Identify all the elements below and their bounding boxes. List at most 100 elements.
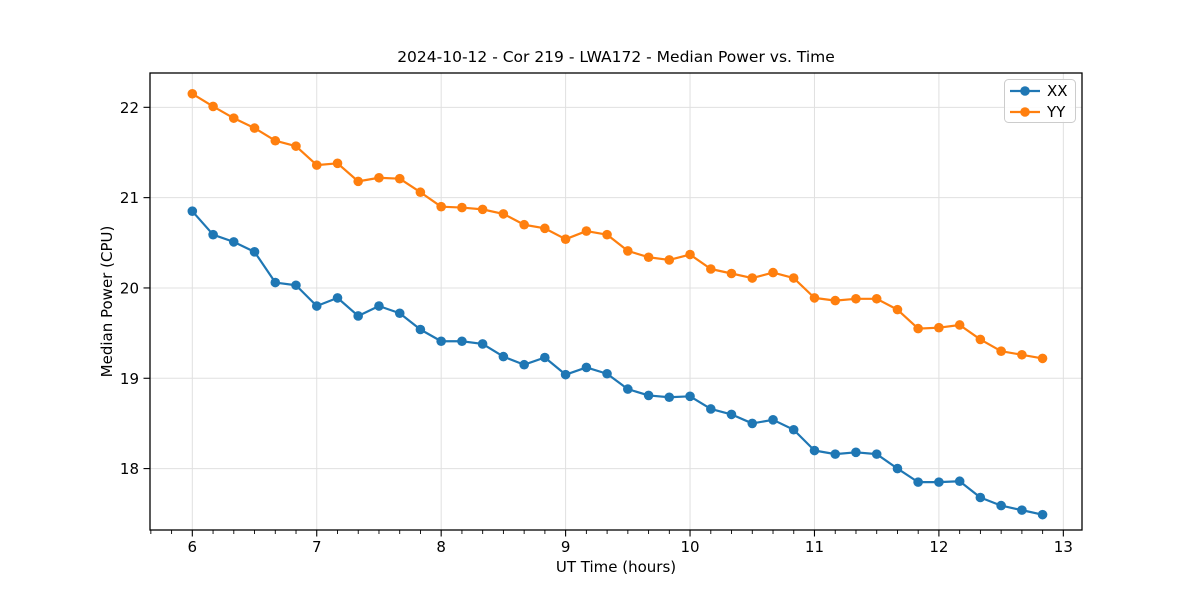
series-yy-marker [871, 293, 882, 304]
series-xx-marker [726, 409, 737, 420]
series-xx-marker [332, 293, 343, 303]
series-xx-marker [871, 449, 882, 459]
series-yy-marker [374, 172, 384, 183]
series-xx-marker [519, 359, 529, 370]
series-yy-marker [954, 320, 965, 330]
legend-label-yy: YY [1046, 103, 1066, 121]
x-tick-label: 9 [561, 538, 571, 556]
series-yy-marker [706, 264, 716, 274]
series-yy-marker [353, 176, 363, 187]
series-xx-marker [747, 418, 758, 429]
y-tick-label: 18 [120, 460, 139, 478]
series-yy-marker [830, 295, 841, 306]
series-xx-marker [788, 424, 799, 435]
series-yy-marker [1017, 349, 1027, 360]
series-yy-marker [291, 141, 301, 151]
series-xx-marker [291, 280, 301, 291]
series-yy-marker [809, 293, 820, 303]
series-yy-marker [436, 201, 446, 212]
series-yy-marker [498, 209, 509, 219]
series-xx-marker [851, 447, 861, 458]
series-yy-marker [726, 268, 737, 279]
legend-marker-yy [1020, 107, 1030, 117]
series-xx-marker [623, 384, 633, 394]
series-yy-marker [519, 219, 529, 230]
series-yy-marker [394, 173, 405, 184]
y-axis-label: Median Power (CPU) [98, 226, 116, 378]
series-yy-marker [415, 187, 426, 198]
legend-item-xx: XX [1010, 82, 1068, 100]
series-yy-marker [332, 158, 343, 169]
series-xx-marker [643, 390, 654, 401]
series-xx-marker [602, 368, 612, 379]
series-xx-marker [498, 351, 509, 362]
series-xx-marker [581, 362, 592, 373]
x-tick-label: 11 [805, 538, 824, 556]
series-xx-marker [270, 277, 281, 288]
series-xx-marker [664, 392, 675, 403]
grid-layer [150, 73, 1082, 530]
series-xx-marker [954, 476, 965, 487]
series-yy-marker [851, 293, 861, 304]
x-tick-label: 6 [188, 538, 198, 556]
series-yy-marker [747, 273, 758, 283]
series-xx-marker [892, 463, 903, 474]
series-xx-marker [228, 237, 239, 247]
series-xx-marker [560, 369, 571, 380]
series-xx-marker [830, 449, 841, 459]
series-xx-marker [768, 415, 778, 425]
series-xx-marker [353, 311, 363, 321]
plot-area-border [149, 72, 1083, 531]
y-tick-label: 19 [120, 370, 139, 388]
legend-label-xx: XX [1047, 82, 1068, 100]
series-yy-marker [664, 255, 675, 265]
series-yy-marker [1037, 353, 1048, 364]
series-yy-marker [560, 234, 571, 244]
chart-title: 2024-10-12 - Cor 219 - LWA172 - Median P… [397, 48, 835, 66]
series-yy-marker [643, 252, 654, 263]
series-xx-marker [208, 229, 218, 240]
series-xx-marker [249, 247, 260, 257]
series-xx-marker [706, 404, 716, 414]
y-tick-label: 22 [120, 99, 139, 117]
series-xx-marker [913, 477, 923, 487]
series-xx-marker [685, 391, 695, 402]
series-yy-marker [581, 226, 592, 236]
tick-layer: 6 7 8 9 10 11 12 13 18 19 20 21 22 [120, 99, 1073, 556]
series-xx-marker [394, 308, 405, 319]
series-yy-marker [768, 267, 778, 278]
series-yy-marker [996, 346, 1006, 356]
x-tick-label: 8 [436, 538, 446, 556]
series-xx-marker [457, 336, 467, 347]
series-yy-marker [913, 323, 923, 334]
x-tick-label: 13 [1054, 538, 1073, 556]
series-xx-marker [415, 324, 426, 335]
series-xx-marker [1017, 505, 1027, 515]
series-xx-marker [540, 352, 550, 363]
legend-item-yy: YY [1010, 103, 1066, 121]
series-xx-marker [436, 336, 446, 347]
series-yy-line [191, 92, 1044, 360]
legend-marker-xx [1020, 86, 1030, 96]
series-xx-marker [975, 492, 986, 503]
series-yy-marker [892, 304, 903, 315]
series-xx-marker [996, 500, 1006, 511]
series-yy-marker [249, 123, 260, 133]
series-yy-marker [477, 204, 488, 215]
series-yy-marker [975, 334, 986, 345]
series-xx-marker [809, 445, 820, 456]
series-yy-marker [602, 229, 612, 240]
series-layer [187, 88, 1048, 520]
series-xx-marker [1037, 509, 1048, 520]
series-yy-marker [311, 160, 322, 170]
series-yy-marker [934, 322, 944, 333]
x-axis-label: UT Time (hours) [556, 558, 676, 576]
legend: XX YY [1004, 79, 1076, 123]
series-yy-marker [208, 101, 218, 112]
series-xx-marker [477, 339, 488, 349]
series-yy-marker [540, 223, 550, 234]
series-yy-marker [788, 273, 799, 283]
x-tick-label: 7 [312, 538, 322, 556]
